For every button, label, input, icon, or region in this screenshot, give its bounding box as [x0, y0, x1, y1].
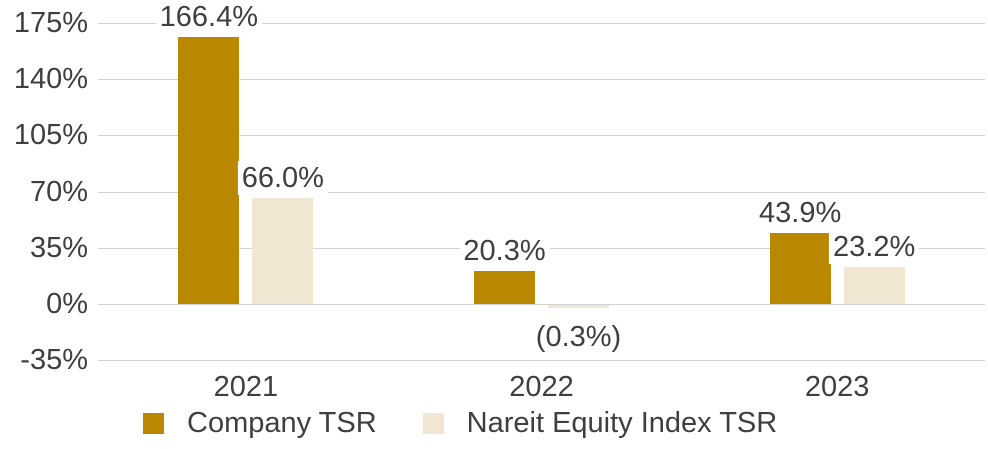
gridline [98, 23, 985, 24]
y-axis-tick-label: -35% [20, 344, 88, 376]
bar-nareit-equity-index-tsr-2021 [252, 197, 314, 304]
gridline [98, 360, 985, 361]
y-axis-tick-label: 35% [29, 231, 88, 264]
y-axis-tick-label: 70% [29, 175, 88, 208]
bar-data-label-company-tsr-2021: 166.4% [155, 0, 263, 34]
gridline [98, 191, 985, 193]
bar-data-label-company-tsr-2023: 43.9% [755, 196, 846, 231]
bar-data-label-nareit-equity-index-tsr-2022: (0.3%) [531, 319, 626, 354]
legend-label-nareit-equity-index-tsr: Nareit Equity Index TSR [466, 407, 778, 439]
x-axis-category-label: 2021 [213, 371, 279, 403]
chart-legend: Company TSR Nareit Equity Index TSR [143, 406, 777, 440]
legend-item-nareit-equity-index-tsr: Nareit Equity Index TSR [422, 406, 778, 440]
gridline [98, 79, 985, 81]
y-axis-tick-label: 0% [46, 287, 88, 320]
gridline [98, 135, 985, 137]
bar-company-tsr-2023 [769, 233, 831, 304]
gridline [98, 303, 985, 305]
bar-company-tsr-2021 [178, 36, 240, 304]
legend-label-company-tsr: Company TSR [187, 407, 377, 439]
bar-nareit-equity-index-tsr-2023 [843, 266, 905, 304]
x-axis-category-label: 2023 [804, 371, 870, 403]
y-axis-tick-label: 175% [13, 7, 88, 39]
y-axis-tick-label: 140% [13, 63, 88, 96]
bar-company-tsr-2022 [474, 271, 535, 304]
legend-swatch-company-tsr [143, 412, 164, 434]
bar-data-label-company-tsr-2022: 20.3% [459, 234, 550, 269]
bar-data-label-nareit-equity-index-tsr-2023: 23.2% [829, 229, 920, 264]
x-axis-category-label: 2022 [509, 371, 574, 403]
legend-swatch-nareit-equity-index-tsr [422, 412, 444, 434]
bar-nareit-equity-index-tsr-2022 [548, 304, 609, 308]
bar-data-label-nareit-equity-index-tsr-2021: 66.0% [237, 160, 328, 195]
legend-item-company-tsr: Company TSR [143, 406, 377, 440]
y-axis-tick-label: 105% [13, 119, 88, 152]
